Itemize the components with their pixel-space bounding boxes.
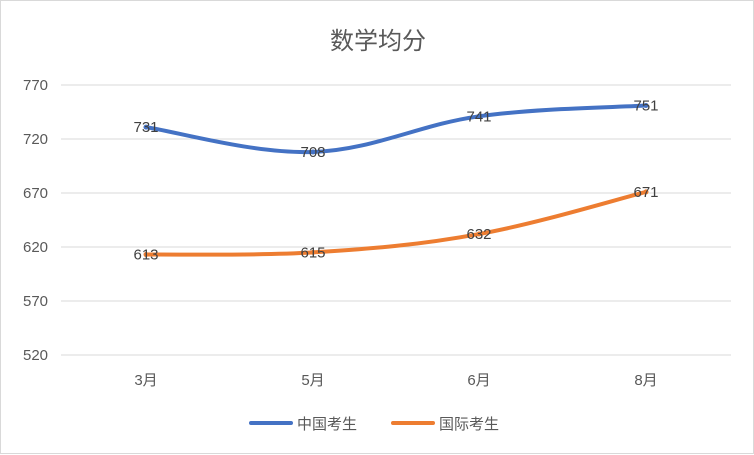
x-tick-label: 6月 [467, 372, 490, 389]
x-axis-ticks: 3月 5月 6月 8月 [134, 372, 657, 389]
data-label: 708 [300, 144, 325, 161]
data-label: 751 [633, 98, 658, 115]
data-point [143, 124, 149, 130]
data-point [476, 231, 482, 237]
x-tick-label: 8月 [634, 372, 657, 389]
data-label: 741 [466, 108, 491, 125]
legend-label: 国际考生 [439, 415, 499, 433]
data-point [310, 149, 316, 155]
y-tick-label: 620 [23, 239, 48, 256]
y-tick-label: 520 [23, 347, 48, 364]
y-axis-ticks: 520 570 620 670 720 770 [23, 77, 48, 364]
data-label: 615 [300, 244, 325, 261]
data-label: 671 [633, 184, 658, 201]
y-tick-label: 770 [23, 77, 48, 94]
gridlines [61, 84, 731, 356]
x-tick-label: 5月 [301, 372, 324, 389]
legend-label: 中国考生 [297, 415, 357, 433]
series-line [144, 189, 648, 257]
series [143, 103, 649, 258]
data-point [143, 252, 149, 258]
legend: 中国考生 国际考生 [249, 415, 499, 433]
data-label: 632 [466, 226, 491, 243]
y-tick-label: 670 [23, 185, 48, 202]
data-point [643, 189, 649, 195]
y-tick-label: 570 [23, 293, 48, 310]
data-point [476, 113, 482, 119]
chart-title: 数学均分 [330, 27, 426, 55]
data-point [643, 103, 649, 109]
series-line [144, 103, 648, 155]
data-point [310, 249, 316, 255]
x-tick-label: 3月 [134, 372, 157, 389]
data-label: 613 [133, 247, 158, 264]
data-labels: 731 708 741 751 613 615 632 671 [133, 98, 658, 264]
y-tick-label: 720 [23, 131, 48, 148]
data-label: 731 [133, 119, 158, 136]
